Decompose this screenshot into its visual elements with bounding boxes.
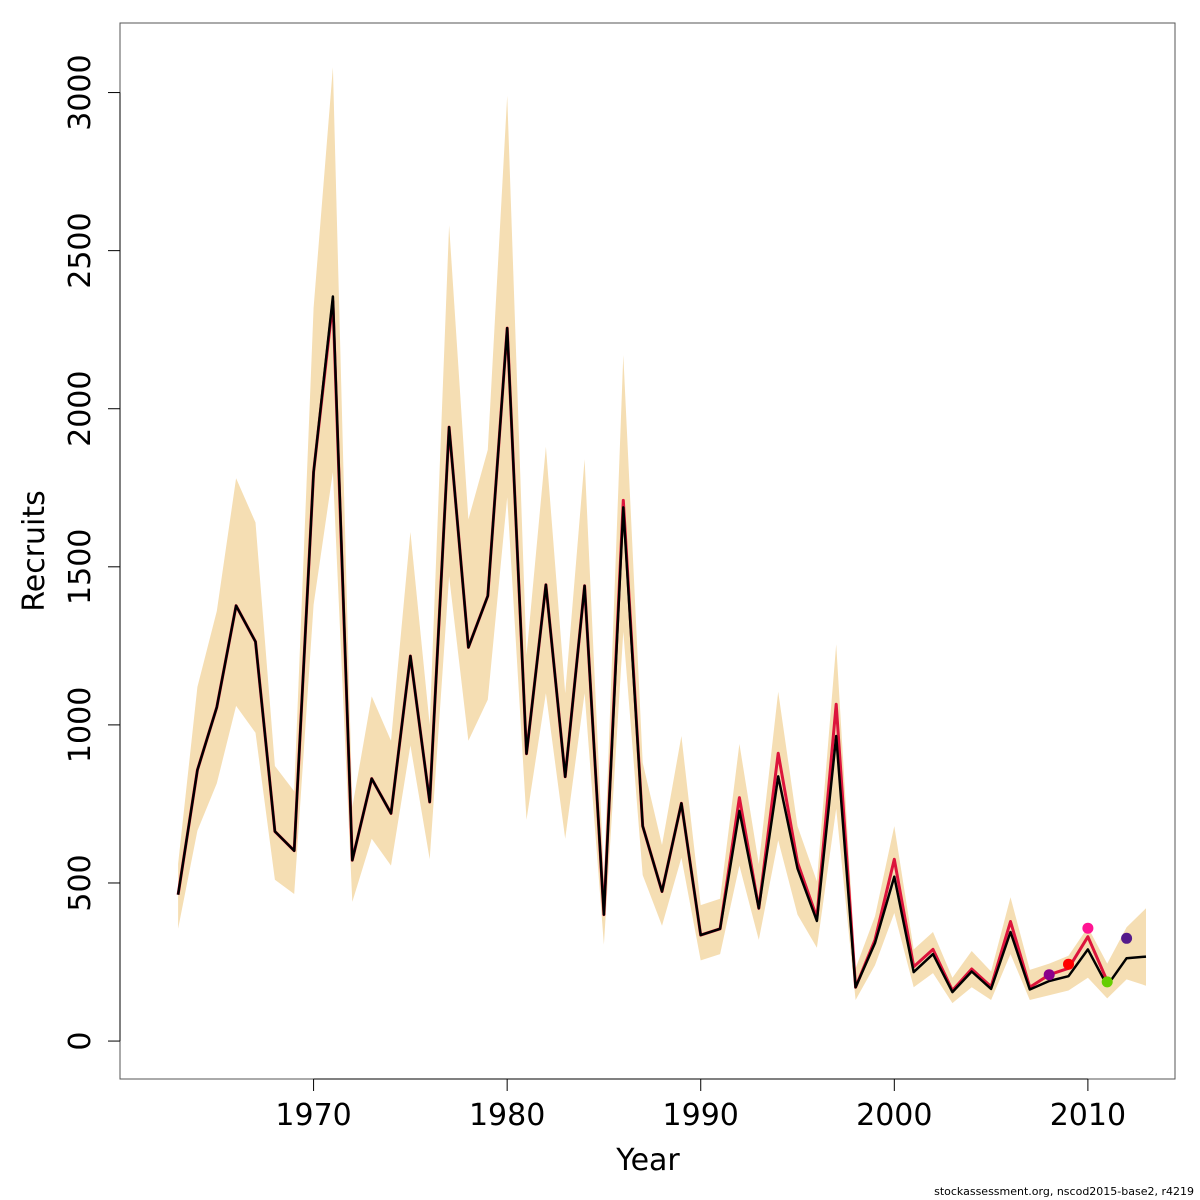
x-tick-label-2000: 2000 — [856, 1098, 932, 1133]
y-axis: 0 500 1000 1500 2000 2500 3000 — [63, 54, 121, 1051]
y-axis-label: Recruits — [17, 490, 52, 612]
plot-frame — [119, 22, 1176, 1080]
y-tick-label-1500: 1500 — [63, 529, 98, 605]
y-tick-label-3000: 3000 — [63, 54, 98, 130]
y-tick-label-1000: 1000 — [63, 687, 98, 763]
x-tick-label-1970: 1970 — [275, 1098, 351, 1133]
y-tick-label-2500: 2500 — [63, 212, 98, 288]
x-tick-label-1980: 1980 — [469, 1098, 545, 1133]
retro-point-2011 — [1101, 976, 1113, 988]
y-tick-label-2000: 2000 — [63, 371, 98, 447]
x-axis-label: Year — [615, 1143, 680, 1178]
y-tick-label-0: 0 — [63, 1032, 98, 1051]
retro-point-2008 — [1043, 969, 1055, 981]
retro-point-2009 — [1063, 958, 1074, 970]
footer-credit: stockassessment.org, nscod2015-base2, r4… — [934, 1185, 1194, 1198]
confidence-band-layer — [178, 67, 1147, 1004]
x-tick-label-2010: 2010 — [1050, 1098, 1126, 1133]
retro-point-2012 — [1121, 932, 1133, 944]
retro-points-layer — [1043, 922, 1133, 988]
x-tick-label-1990: 1990 — [663, 1098, 739, 1133]
series-line-layer — [176, 295, 1147, 994]
x-axis: 1970 1980 1990 2000 2010 — [275, 1078, 1126, 1133]
retro-point-2010 — [1082, 922, 1094, 934]
main-series-line — [176, 295, 1147, 994]
y-tick-label-500: 500 — [63, 854, 98, 911]
confidence-band — [178, 67, 1147, 1004]
